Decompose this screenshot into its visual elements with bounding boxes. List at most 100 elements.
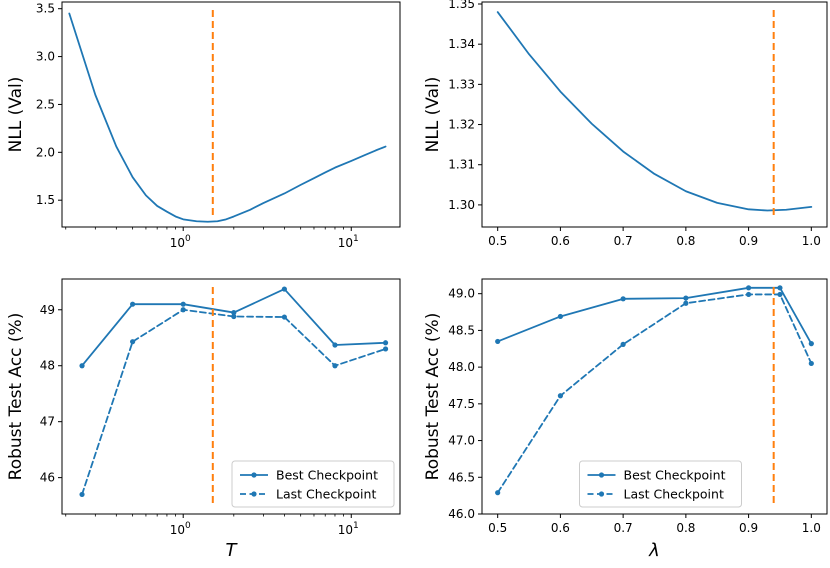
x-tick-label: 1.0: [802, 521, 821, 535]
x-tick-label-base: 10: [170, 236, 185, 250]
x-tick-label-exponent: 1: [353, 521, 359, 531]
y-axis-title: Robust Test Acc (%): [6, 313, 26, 481]
data-point: [808, 360, 814, 367]
chart-panel-tr: 0.5 0.6 0.7 0.8 0.9 1.0 1.30 1.31 1.32 1.33 1.34 1.…: [423, 0, 828, 248]
y-axis-title: NLL (Val): [6, 77, 26, 153]
plot-area: [496, 11, 813, 212]
axes-frame: [481, 1, 828, 228]
y-axis-title: NLL (Val): [423, 77, 443, 153]
y-tick-label: 47.5: [448, 397, 475, 411]
y-tick-label: 1.30: [448, 198, 475, 212]
y-tick-label: 1.31: [448, 158, 475, 172]
y-tick-label: 46.0: [448, 507, 475, 521]
y-tick-label: 48.0: [448, 360, 475, 374]
x-tick-label: 0.6: [551, 234, 570, 248]
data-point: [382, 346, 389, 352]
data-point: [808, 341, 814, 347]
legend-marker: [251, 472, 257, 478]
x-tick-label: 0.6: [551, 521, 570, 535]
data-point: [79, 491, 85, 498]
data-point: [557, 313, 564, 320]
x-tick-label: 0.5: [488, 521, 507, 535]
data-point: [130, 301, 136, 307]
x-tick-label-exponent: 1: [353, 234, 359, 244]
y-tick-label: 49: [40, 303, 55, 317]
data-point: [332, 363, 338, 369]
legend: Best Checkpoint Last Checkpoint: [231, 460, 395, 508]
data-point: [495, 338, 501, 345]
x-tick-label: 100: [170, 234, 191, 250]
data-point: [557, 393, 564, 399]
data-point: [777, 291, 783, 298]
axes-frame: [61, 278, 401, 515]
x-tick-label: 101: [338, 521, 359, 537]
plot-area: [68, 12, 387, 223]
chart-panel-br: 0.5 0.6 0.7 0.8 0.9 1.0 46.0 46.5 47.0 47.5 48.0 48…: [423, 278, 828, 561]
y-tick-label: 1.32: [448, 118, 475, 132]
legend-label: Best Checkpoint: [276, 468, 378, 483]
data-point: [231, 309, 237, 316]
data-point: [281, 314, 287, 320]
y-tick-label: 47.0: [448, 434, 475, 448]
data-point: [130, 339, 136, 345]
data-point: [745, 285, 752, 291]
y-tick-label: 47: [40, 415, 55, 429]
y-axis-title: Robust Test Acc (%): [423, 313, 443, 481]
y-tick-label: 3.0: [36, 50, 55, 64]
data-point: [777, 285, 783, 291]
legend-box: [579, 460, 742, 508]
y-tick-label: 1.34: [448, 37, 475, 51]
y-tick-label: 1.35: [448, 0, 475, 11]
y-tick-label: 49.0: [448, 287, 475, 301]
legend-marker: [251, 491, 257, 497]
legend-label: Last Checkpoint: [276, 487, 376, 502]
y-tick-label: 1.33: [448, 77, 475, 91]
x-tick-label: 101: [338, 234, 359, 250]
x-tick-label: 0.5: [488, 234, 507, 248]
data-point: [683, 295, 689, 301]
data-point: [180, 307, 186, 313]
legend-marker: [598, 472, 605, 478]
x-tick-label: 0.8: [676, 521, 695, 535]
x-tick-label: 1.0: [802, 234, 821, 248]
legend-label: Best Checkpoint: [624, 468, 726, 483]
y-tick-label: 46: [40, 471, 55, 485]
x-axis-title: T: [226, 540, 239, 561]
series-line-nll: [496, 11, 813, 212]
data-point: [745, 291, 752, 298]
data-point: [281, 286, 287, 292]
x-tick-label: 0.9: [739, 521, 758, 535]
y-tick-label: 2.0: [36, 145, 55, 159]
data-point: [231, 313, 237, 320]
y-tick-label: 48: [40, 359, 55, 373]
legend: Best Checkpoint Last Checkpoint: [579, 460, 742, 508]
y-tick-label: 3.5: [36, 2, 55, 16]
data-point: [620, 341, 626, 347]
data-point: [683, 300, 689, 306]
x-tick-label: 0.8: [676, 234, 695, 248]
y-tick-label: 48.5: [448, 323, 475, 337]
x-axis-title: λ: [648, 540, 660, 561]
x-tick-label: 0.7: [614, 234, 633, 248]
x-tick-label: 100: [170, 521, 191, 537]
data-point: [79, 363, 85, 369]
y-tick-label: 1.5: [36, 193, 55, 207]
axes-frame: [481, 278, 828, 515]
data-point: [620, 296, 626, 302]
data-point: [180, 301, 186, 307]
data-point: [495, 490, 501, 496]
x-tick-label-base: 10: [170, 523, 185, 537]
x-tick-label: 0.9: [739, 234, 758, 248]
legend-label: Last Checkpoint: [624, 487, 724, 502]
x-tick-label-exponent: 0: [185, 234, 191, 244]
x-tick-label-base: 10: [338, 523, 353, 537]
y-tick-label: 2.5: [36, 97, 55, 111]
legend-box: [231, 460, 395, 508]
x-tick-label: 0.7: [614, 521, 633, 535]
x-tick-label-exponent: 0: [185, 521, 191, 531]
plot-area: [495, 285, 814, 496]
